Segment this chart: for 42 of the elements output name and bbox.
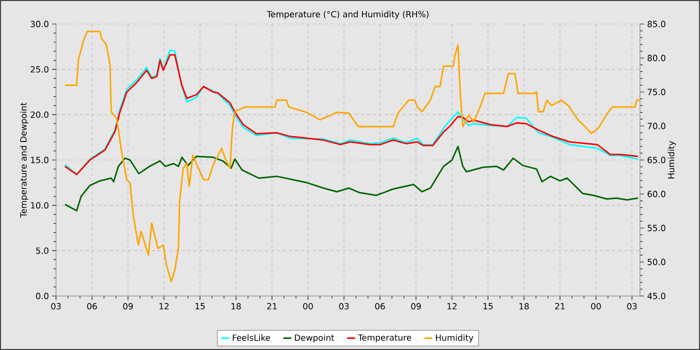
legend-label: Dewpoint — [294, 334, 334, 343]
y-tick-label: 30.0 — [30, 20, 48, 28]
x-tick-label: 00 — [591, 303, 601, 310]
x-tick-label: 21 — [555, 303, 565, 310]
y-axis-title: Temperature and Dewpoint — [20, 102, 28, 218]
x-tick-label: 21 — [267, 303, 277, 310]
x-tick-label: 09 — [411, 303, 421, 310]
y2-tick-label: 80.0 — [648, 54, 666, 62]
y-tick-label: 15.0 — [31, 156, 48, 164]
y-tick-label: 25.0 — [30, 66, 48, 73]
y2-axis-title: Humidity — [668, 141, 676, 178]
x-tick-label: 03 — [627, 303, 637, 310]
y2-tick-label: 45.0 — [647, 292, 666, 300]
y2-tick-label: 70.0 — [648, 122, 666, 130]
x-tick-label: 15 — [196, 303, 205, 310]
x-tick-label: 06 — [87, 303, 97, 310]
x-tick-label: 03 — [339, 303, 349, 310]
x-tick-label: 12 — [448, 303, 457, 310]
x-tick-label: 18 — [232, 303, 241, 310]
y2-tick-label: 85.0 — [648, 20, 666, 28]
x-tick-label: 09 — [123, 303, 133, 310]
legend-label: FeelsLike — [232, 334, 270, 341]
x-tick-label: 15 — [484, 303, 493, 310]
y-tick-label: 0.0 — [36, 292, 48, 300]
y-tick-label: 20.0 — [30, 111, 48, 118]
legend-label: Humidity — [436, 334, 474, 343]
y2-tick-label: 55.0 — [648, 224, 666, 232]
y-tick-label: 5.0 — [36, 247, 48, 254]
line-series — [64, 30, 640, 282]
x-tick-label: 03 — [51, 303, 61, 310]
y-tick-label: 10.0 — [31, 202, 48, 209]
x-tick-label: 06 — [375, 303, 385, 310]
line-series — [64, 146, 639, 212]
legend-label: Temperature — [358, 334, 412, 342]
y2-tick-label: 60.0 — [648, 190, 666, 198]
x-tick-label: 12 — [160, 303, 169, 310]
y2-tick-label: 65.0 — [648, 156, 666, 164]
x-tick-label: 18 — [520, 303, 529, 310]
y2-tick-label: 75.0 — [648, 88, 666, 96]
y2-tick-label: 50.0 — [648, 258, 666, 266]
x-tick-label: 00 — [303, 303, 313, 310]
chart-title: Temperature (°C) and Humidity (RH%) — [266, 10, 428, 19]
